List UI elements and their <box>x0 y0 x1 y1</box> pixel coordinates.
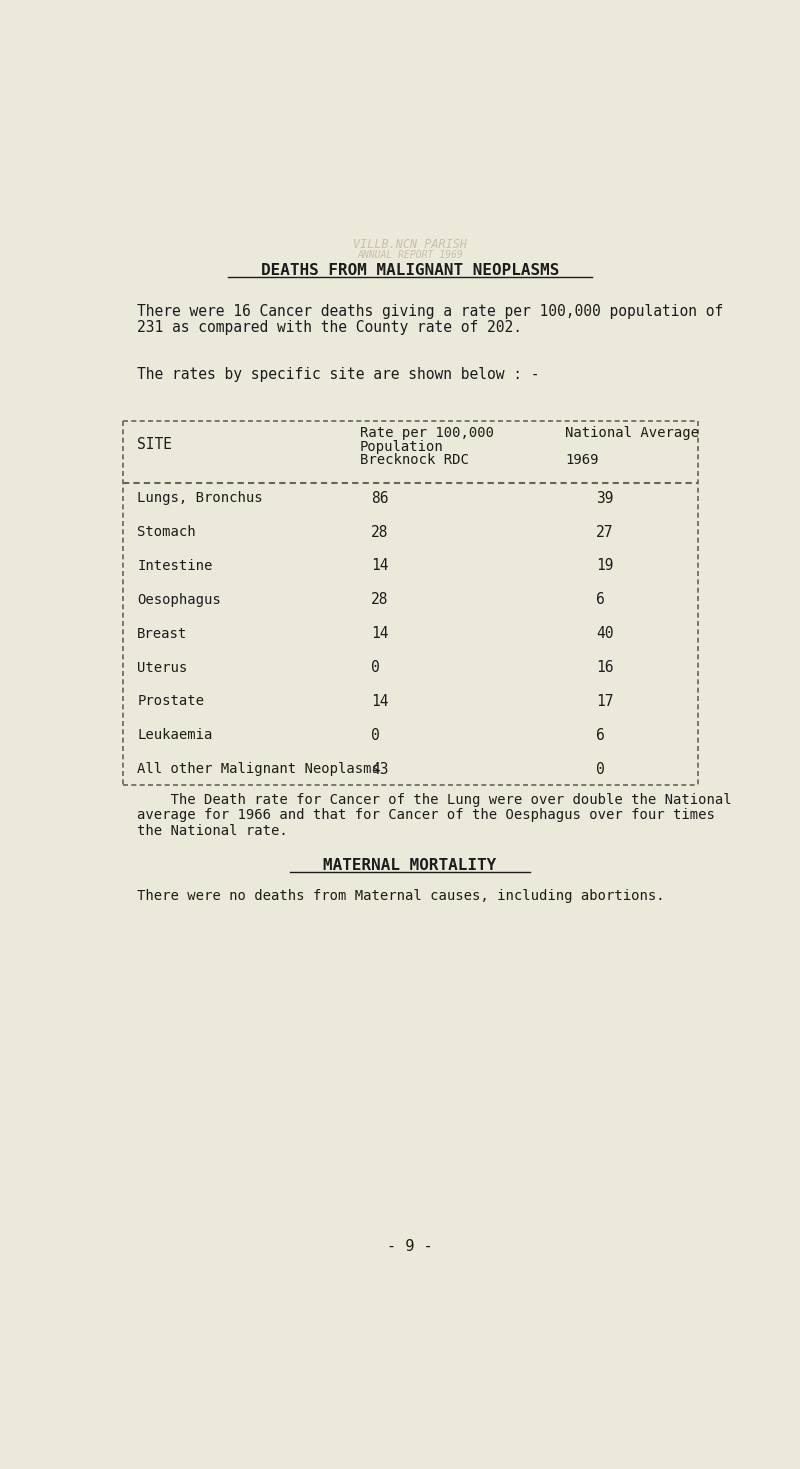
Text: Oesophagus: Oesophagus <box>138 593 221 607</box>
Text: 28: 28 <box>371 524 389 539</box>
Text: 6: 6 <box>596 727 605 743</box>
Text: Intestine: Intestine <box>138 558 213 573</box>
Text: 1969: 1969 <box>565 452 598 467</box>
Text: - 9 -: - 9 - <box>387 1238 433 1255</box>
Text: 0: 0 <box>596 762 605 777</box>
Text: DEATHS FROM MALIGNANT NEOPLASMS: DEATHS FROM MALIGNANT NEOPLASMS <box>261 263 559 279</box>
Text: The Death rate for Cancer of the Lung were over double the National: The Death rate for Cancer of the Lung we… <box>138 793 732 806</box>
Text: 19: 19 <box>596 558 614 573</box>
Text: Rate per 100,000: Rate per 100,000 <box>360 426 494 441</box>
Text: ANNUAL REPORT 1969: ANNUAL REPORT 1969 <box>357 250 463 260</box>
Text: 14: 14 <box>371 693 389 710</box>
Text: Breast: Breast <box>138 627 187 640</box>
Text: 28: 28 <box>371 592 389 607</box>
Text: All other Malignant Neoplasms: All other Malignant Neoplasms <box>138 762 380 776</box>
Text: Leukaemia: Leukaemia <box>138 729 213 742</box>
Text: National Average: National Average <box>565 426 699 441</box>
Text: 17: 17 <box>596 693 614 710</box>
Text: 231 as compared with the County rate of 202.: 231 as compared with the County rate of … <box>138 320 522 335</box>
Text: 6: 6 <box>596 592 605 607</box>
Text: 14: 14 <box>371 626 389 640</box>
Text: 0: 0 <box>371 660 380 676</box>
Text: Stomach: Stomach <box>138 524 196 539</box>
Text: 40: 40 <box>596 626 614 640</box>
Text: Prostate: Prostate <box>138 695 204 708</box>
Text: Population: Population <box>360 439 443 454</box>
Text: average for 1966 and that for Cancer of the Oesphagus over four times: average for 1966 and that for Cancer of … <box>138 808 715 823</box>
Text: MATERNAL MORTALITY: MATERNAL MORTALITY <box>323 858 497 873</box>
Text: SITE: SITE <box>138 436 172 452</box>
Text: There were 16 Cancer deaths giving a rate per 100,000 population of: There were 16 Cancer deaths giving a rat… <box>138 304 723 319</box>
Text: 39: 39 <box>596 491 614 505</box>
Text: 0: 0 <box>371 727 380 743</box>
Text: Brecknock RDC: Brecknock RDC <box>360 452 469 467</box>
Text: VILLB.NCN PARISH: VILLB.NCN PARISH <box>353 238 467 251</box>
Text: 14: 14 <box>371 558 389 573</box>
Text: the National rate.: the National rate. <box>138 824 288 837</box>
Text: Lungs, Bronchus: Lungs, Bronchus <box>138 491 263 505</box>
Text: 43: 43 <box>371 762 389 777</box>
Text: 27: 27 <box>596 524 614 539</box>
Text: 86: 86 <box>371 491 389 505</box>
Text: The rates by specific site are shown below : -: The rates by specific site are shown bel… <box>138 367 540 382</box>
Text: Uterus: Uterus <box>138 661 187 674</box>
Text: There were no deaths from Maternal causes, including abortions.: There were no deaths from Maternal cause… <box>138 889 665 903</box>
Text: 16: 16 <box>596 660 614 676</box>
